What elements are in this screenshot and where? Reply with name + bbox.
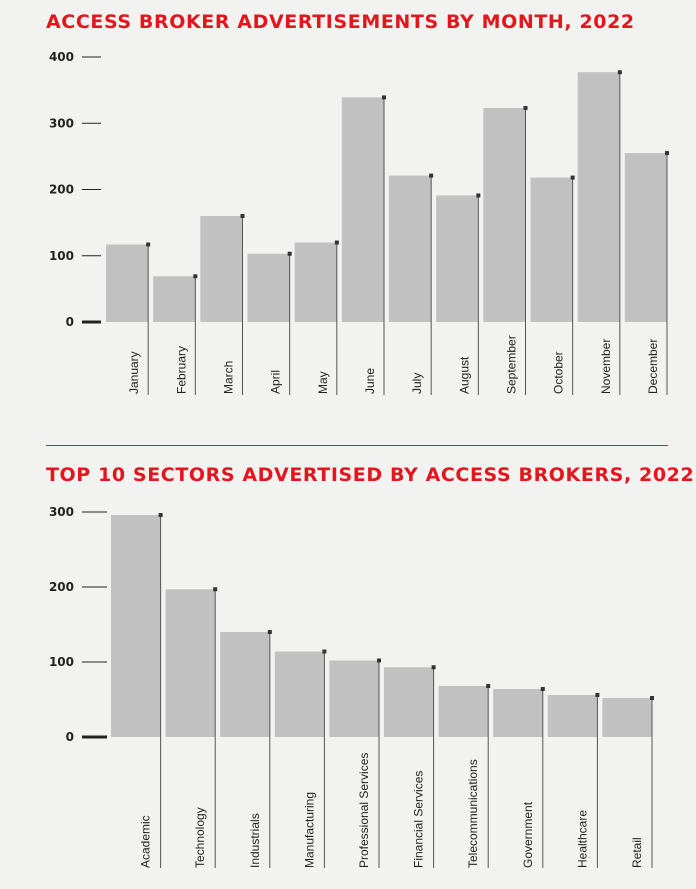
y-tick-label: 0 — [66, 315, 74, 329]
bar — [111, 515, 161, 737]
category-label: Retail — [630, 837, 644, 868]
bar — [602, 698, 652, 737]
bar — [493, 689, 543, 737]
bar — [389, 175, 432, 322]
y-tick-label: 100 — [49, 655, 74, 669]
bar-top-marker — [193, 274, 198, 279]
y-tick-label: 300 — [49, 116, 74, 130]
bar-top-marker — [287, 251, 292, 256]
chart-title: ACCESS BROKER ADVERTISEMENTS BY MONTH, 2… — [46, 11, 635, 33]
chart-title: TOP 10 SECTORS ADVERTISED BY ACCESS BROK… — [46, 464, 695, 486]
y-axis-baseline-tick — [82, 735, 107, 739]
bar-top-marker — [158, 513, 163, 517]
bar-top-marker — [213, 587, 218, 592]
bar — [624, 153, 667, 322]
category-label: March — [222, 361, 236, 394]
category-label: Technology — [193, 807, 207, 868]
category-label: July — [410, 373, 424, 394]
category-label: January — [127, 351, 141, 394]
y-tick-label: 200 — [49, 580, 74, 594]
bar-top-marker — [570, 175, 575, 180]
bar — [436, 195, 479, 322]
bar-top-marker — [540, 687, 545, 691]
bar — [106, 244, 149, 322]
y-tick-label: 100 — [49, 249, 74, 263]
bar-top-marker — [267, 630, 272, 634]
bar-top-marker — [240, 214, 245, 218]
category-label: June — [363, 368, 377, 394]
bar — [530, 177, 573, 322]
category-label: February — [174, 346, 188, 394]
bar-top-marker — [431, 665, 436, 670]
bar — [438, 686, 489, 737]
section-divider — [46, 445, 668, 446]
bar — [547, 695, 598, 737]
bar-top-marker — [523, 106, 528, 111]
bar — [341, 97, 384, 322]
category-label: Healthcare — [575, 810, 589, 868]
bar-top-marker — [429, 173, 434, 178]
bar-top-marker — [650, 696, 654, 700]
bar — [483, 108, 526, 322]
bar-top-marker — [476, 193, 481, 198]
bar-top-marker — [334, 240, 339, 245]
bar — [200, 216, 243, 322]
category-label: December — [646, 339, 660, 394]
bar — [384, 667, 434, 737]
category-label: May — [316, 371, 330, 394]
bar — [247, 253, 290, 322]
y-axis-baseline-tick — [82, 320, 101, 324]
y-tick-label: 200 — [49, 183, 74, 197]
category-label: Financial Services — [412, 771, 426, 868]
category-label: Government — [521, 801, 535, 868]
bar-top-marker — [146, 242, 151, 247]
category-label: Manufacturing — [302, 792, 316, 868]
bar-top-marker — [377, 658, 381, 663]
category-label: Professional Services — [357, 753, 371, 868]
bar-top-marker — [382, 95, 386, 100]
bar — [577, 72, 620, 322]
bar — [274, 651, 325, 737]
category-label: Academic — [139, 815, 153, 868]
y-tick-label: 0 — [66, 730, 74, 744]
category-label: November — [599, 339, 613, 394]
bar-top-marker — [617, 70, 622, 75]
y-tick-label: 400 — [49, 50, 74, 64]
category-label: April — [269, 370, 283, 394]
bar-top-marker — [322, 649, 327, 654]
bar — [165, 589, 216, 737]
category-label: October — [552, 351, 566, 394]
bar-top-marker — [665, 151, 669, 156]
category-label: September — [505, 335, 519, 394]
bar — [153, 276, 196, 322]
bar — [294, 242, 337, 322]
bar-top-marker — [486, 684, 491, 688]
category-label: Telecommunications — [466, 759, 480, 868]
category-label: August — [457, 356, 471, 394]
bar — [329, 660, 379, 737]
bar-top-marker — [595, 693, 600, 697]
monthly-bar-chart: 0 100 200 300 400 January February March April Ma… — [49, 50, 669, 395]
bar — [220, 632, 270, 737]
y-tick-label: 300 — [49, 505, 74, 519]
category-label: Industrials — [248, 813, 262, 868]
